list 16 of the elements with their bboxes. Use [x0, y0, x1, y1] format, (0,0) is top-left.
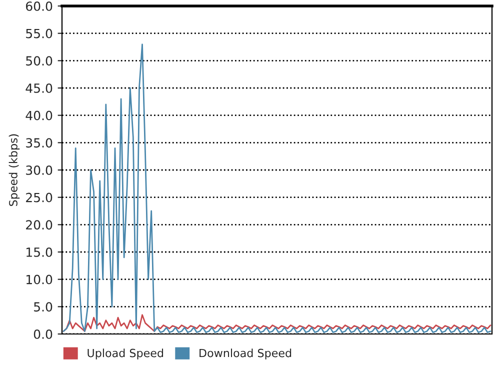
y-tick-label: 40.0: [26, 110, 52, 120]
y-tick-label: 55.0: [26, 28, 52, 38]
y-tick-label: 0.0: [34, 329, 52, 339]
y-tick-label: 25.0: [26, 192, 52, 202]
y-tick-label: 50.0: [26, 56, 52, 66]
legend-label: Upload Speed: [88, 348, 164, 360]
y-tick-label: 30.0: [26, 165, 52, 175]
legend-label: Download Speed: [200, 348, 292, 360]
y-axis-title: Speed (kbps): [8, 134, 20, 206]
y-tick-label: 15.0: [26, 247, 52, 257]
y-tick-label: 20.0: [26, 220, 52, 230]
y-tick-label: 35.0: [26, 138, 52, 148]
y-tick-label: 45.0: [26, 83, 52, 93]
y-tick-label: 5.0: [34, 302, 52, 312]
y-tick-label: 10.0: [26, 274, 52, 284]
y-tick-label: 60.0: [26, 1, 52, 11]
